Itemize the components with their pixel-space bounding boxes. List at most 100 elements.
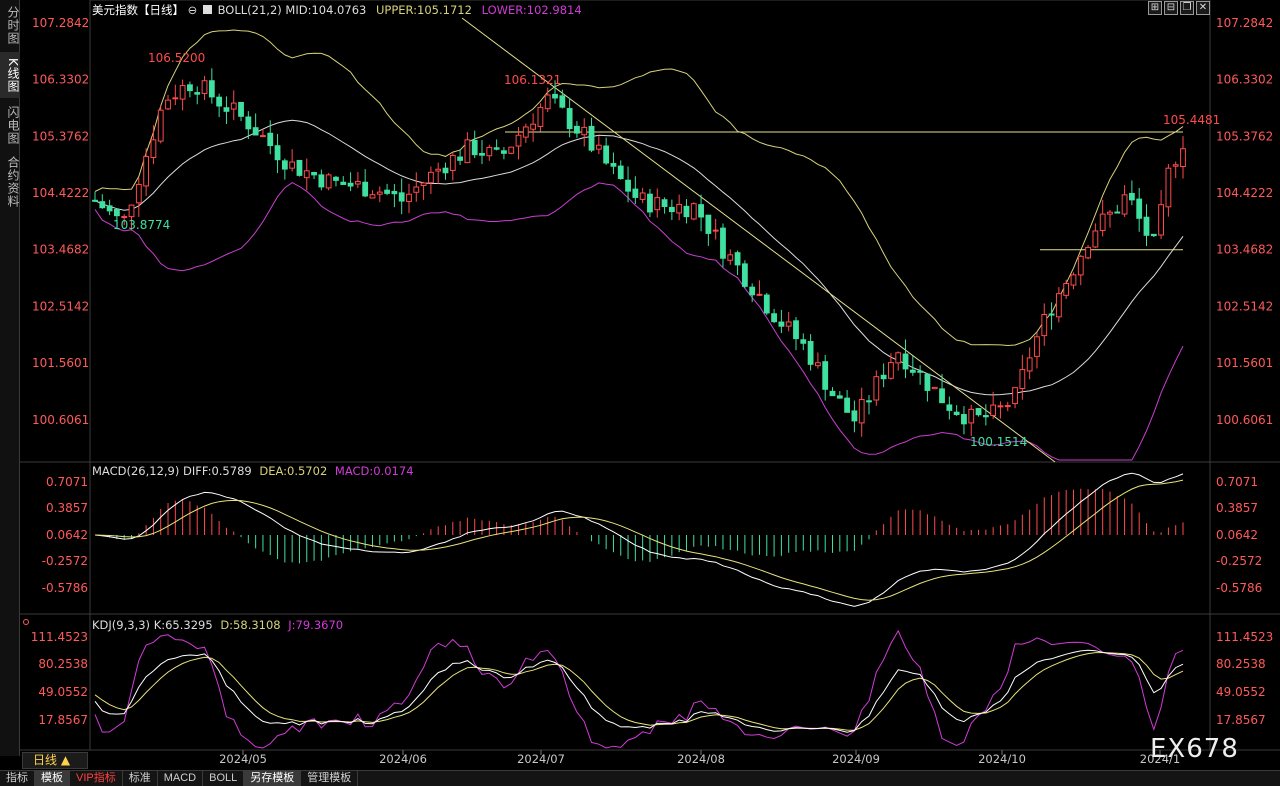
candle-up — [515, 134, 522, 147]
candle-up — [1165, 167, 1172, 208]
bottom-tab-2[interactable]: VIP指标 — [70, 771, 123, 786]
candle-up — [756, 293, 763, 296]
candle-down — [946, 404, 953, 411]
bottom-tab-0[interactable]: 指标 — [0, 771, 35, 786]
candle-up — [785, 321, 792, 327]
settings-icon[interactable]: ⊖ — [187, 3, 198, 17]
candle-up — [1180, 148, 1186, 167]
bottom-tab-3[interactable]: 标准 — [123, 771, 158, 786]
candle-up — [1004, 405, 1011, 408]
candle-down — [917, 370, 924, 373]
macd-diff-line — [94, 472, 1184, 607]
candle-up — [727, 254, 734, 261]
rail-tab-0[interactable]: 分时图 — [6, 5, 20, 45]
bottom-tab-7[interactable]: 管理模板 — [301, 771, 359, 786]
macd-axis-label-left: -0.2572 — [42, 554, 88, 568]
candle-up — [990, 404, 997, 416]
candle-down — [924, 373, 931, 391]
price-axis-label-right: 100.6061 — [1216, 413, 1273, 427]
boll-toggle-icon[interactable] — [202, 5, 212, 14]
window-restore-icon[interactable]: ❐ — [1180, 1, 1194, 15]
candle-up — [1158, 204, 1164, 236]
candle-down — [187, 84, 193, 92]
period-selector-button[interactable]: 日线 ▲ — [22, 752, 88, 769]
bottom-tab-4[interactable]: MACD — [158, 771, 204, 786]
candle-up — [121, 216, 128, 219]
kdj-label: KDJ(9,3,3) — [92, 618, 151, 632]
bottom-tab-1[interactable]: 模板 — [35, 771, 70, 786]
candle-down — [661, 199, 668, 207]
annotation-low-label: 100.1514 — [970, 435, 1027, 449]
candle-up — [1070, 274, 1077, 286]
macd-axis-label-right: -0.5786 — [1216, 581, 1262, 595]
candle-down — [479, 152, 485, 156]
candle-up — [895, 352, 902, 364]
bottom-tab-5[interactable]: BOLL — [203, 771, 245, 786]
boll-lower-line — [94, 182, 1184, 461]
symbol-title: 美元指数【日线】 — [92, 3, 184, 17]
bottom-toolbar: 指标 模板 VIP指标 标准 MACD BOLL 另存模板 管理模板 — [0, 770, 1280, 786]
kdj-axis-label-left: 80.2538 — [38, 657, 88, 671]
candle-up — [1012, 387, 1018, 405]
candle-up — [135, 183, 142, 204]
date-axis-label: 2024/1 — [1140, 752, 1180, 766]
candle-down — [493, 147, 500, 150]
macd-axis-label-left: -0.5786 — [42, 581, 88, 595]
window-close-icon[interactable]: ✕ — [1196, 1, 1210, 15]
candle-down — [1128, 192, 1135, 201]
candle-down — [1150, 233, 1157, 237]
boll-upper-line — [94, 29, 1184, 347]
layout-grid-icon[interactable]: ⊞ — [1148, 1, 1162, 15]
candle-up — [201, 80, 208, 94]
candle-up — [449, 154, 456, 171]
candle-down — [574, 125, 580, 134]
candle-down — [311, 172, 317, 176]
kdj-k-line — [94, 649, 1184, 733]
candle-up — [1055, 293, 1062, 318]
candle-down — [866, 400, 872, 403]
main-pane-frame — [89, 0, 1211, 463]
candle-down — [471, 139, 478, 156]
rail-tab-1[interactable]: K线图 — [0, 52, 20, 98]
candle-down — [223, 107, 230, 112]
date-axis-label: 2024/09 — [832, 752, 880, 766]
candle-up — [873, 376, 880, 401]
candle-up — [1034, 336, 1040, 357]
candle-up — [544, 94, 551, 110]
boll-mid-value: MID:104.0763 — [285, 3, 367, 17]
candle-up — [376, 191, 383, 195]
rail-tab-3[interactable]: 合约资料 — [6, 156, 20, 208]
candle-up — [1092, 230, 1099, 248]
candle-down — [734, 252, 741, 266]
kline-chart[interactable]: 107.2842 107.2842 106.3302 106.3302 105.3762… — [0, 0, 1280, 770]
candle-down — [822, 361, 829, 390]
candle-up — [522, 126, 529, 138]
candle-up — [420, 182, 427, 186]
candle-up — [968, 408, 975, 424]
boll-label: BOLL(21,2) — [217, 3, 282, 17]
bottom-tab-6[interactable]: 另存模板 — [244, 771, 302, 786]
candle-up — [427, 171, 434, 184]
candle-down — [92, 199, 98, 202]
layout-split-icon[interactable]: ⊟ — [1164, 1, 1178, 15]
candle-down — [778, 321, 785, 327]
candle-up — [406, 193, 412, 202]
candle-up — [595, 144, 602, 150]
rail-tab-2[interactable]: 闪电图 — [6, 105, 20, 145]
candle-down — [617, 165, 624, 180]
macd-axis-label-right: 0.7071 — [1216, 475, 1258, 489]
kdj-d-value: D:58.3108 — [220, 618, 281, 632]
price-axis-label-right: 102.5142 — [1216, 299, 1273, 313]
candle-up — [508, 146, 515, 154]
macd-axis-label-right: -0.2572 — [1216, 554, 1262, 568]
candle-down — [763, 294, 770, 314]
price-axis-label-left: 104.4222 — [32, 186, 89, 200]
candle-up — [165, 99, 171, 110]
candle-up — [354, 181, 361, 185]
price-axis-label-left: 107.2842 — [32, 16, 89, 30]
candle-up — [814, 362, 821, 367]
candle-up — [179, 85, 186, 100]
candle-down — [771, 313, 777, 323]
candle-up — [435, 168, 442, 172]
candle-up — [1063, 282, 1070, 296]
